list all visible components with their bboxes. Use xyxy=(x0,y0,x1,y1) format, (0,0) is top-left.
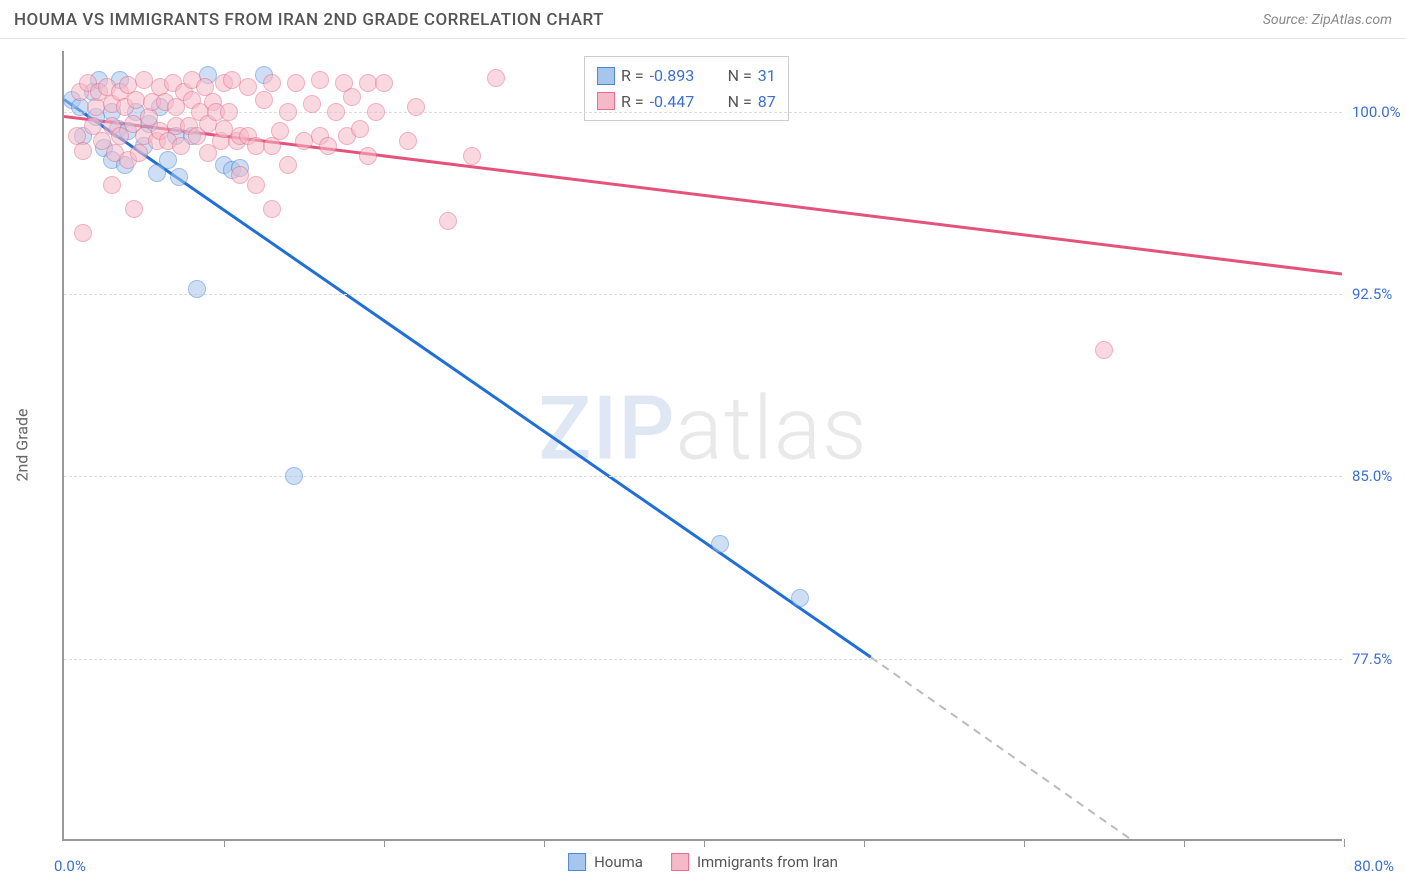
scatter-point xyxy=(711,535,729,553)
bottom-legend-label: Houma xyxy=(594,853,643,871)
bottom-legend: Houma Immigrants from Iran xyxy=(568,853,838,871)
scatter-point xyxy=(463,147,481,165)
scatter-point xyxy=(375,74,393,92)
scatter-point xyxy=(791,589,809,607)
scatter-point xyxy=(279,156,297,174)
x-tick xyxy=(544,839,545,847)
x-tick xyxy=(1344,839,1345,847)
y-tick-label: 92.5% xyxy=(1352,285,1392,303)
x-tick xyxy=(704,839,705,847)
scatter-point xyxy=(1095,341,1113,359)
chart-area: ZIPatlas 2nd Grade 0.0% 80.0% R = -0.893 N… xyxy=(0,39,1406,891)
bottom-legend-item: Houma xyxy=(568,853,643,871)
scatter-point xyxy=(74,142,92,160)
scatter-point xyxy=(271,122,289,140)
gridline-h xyxy=(64,659,1342,660)
scatter-point xyxy=(399,132,417,150)
scatter-point xyxy=(407,98,425,116)
scatter-point xyxy=(303,95,321,113)
scatter-point xyxy=(327,103,345,121)
n-value: 31 xyxy=(758,63,776,89)
gridline-h xyxy=(64,294,1342,295)
r-value: -0.893 xyxy=(650,63,714,89)
scatter-point xyxy=(239,78,257,96)
bottom-legend-label: Immigrants from Iran xyxy=(697,853,838,871)
scatter-point xyxy=(159,151,177,169)
x-tick xyxy=(1024,839,1025,847)
scatter-point xyxy=(263,200,281,218)
scatter-point xyxy=(279,103,297,121)
chart-title: HOUMA VS IMMIGRANTS FROM IRAN 2ND GRADE … xyxy=(14,10,604,30)
legend-swatch xyxy=(597,67,615,85)
scatter-point xyxy=(351,120,369,138)
x-tick xyxy=(864,839,865,847)
x-axis-max-label: 80.0% xyxy=(1354,857,1394,875)
scatter-point xyxy=(311,71,329,89)
bottom-legend-item: Immigrants from Iran xyxy=(671,853,838,871)
scatter-point xyxy=(172,137,190,155)
x-axis-min-label: 0.0% xyxy=(54,857,86,875)
r-label: R = xyxy=(621,63,644,89)
plot-region: ZIPatlas 2nd Grade 0.0% 80.0% R =-0.893N… xyxy=(62,51,1342,841)
legend-swatch xyxy=(671,853,689,871)
n-label: N = xyxy=(728,63,752,89)
gridline-h xyxy=(64,476,1342,477)
gridline-h xyxy=(64,112,1342,113)
stat-legend-row: R = -0.447 N =87 xyxy=(597,89,776,115)
scatter-point xyxy=(247,176,265,194)
watermark: ZIPatlas xyxy=(538,378,867,481)
scatter-point xyxy=(287,74,305,92)
scatter-point xyxy=(319,137,337,155)
trend-svg xyxy=(64,51,1342,839)
scatter-point xyxy=(359,147,377,165)
scatter-point xyxy=(343,88,361,106)
watermark-part1: ZIP xyxy=(538,378,675,481)
scatter-point xyxy=(74,224,92,242)
n-label: N = xyxy=(728,89,752,115)
scatter-point xyxy=(255,91,273,109)
scatter-point xyxy=(285,467,303,485)
scatter-point xyxy=(220,103,238,121)
source-label: Source: ZipAtlas.com xyxy=(1263,12,1392,28)
scatter-point xyxy=(263,74,281,92)
scatter-point xyxy=(170,168,188,186)
x-tick xyxy=(1184,839,1185,847)
y-axis-label: 2nd Grade xyxy=(13,408,32,481)
scatter-point xyxy=(487,69,505,87)
chart-header: HOUMA VS IMMIGRANTS FROM IRAN 2ND GRADE … xyxy=(0,0,1406,39)
scatter-point xyxy=(103,176,121,194)
y-tick-label: 85.0% xyxy=(1352,467,1392,485)
legend-swatch xyxy=(568,853,586,871)
r-value: -0.447 xyxy=(650,89,714,115)
y-tick-label: 100.0% xyxy=(1352,103,1401,121)
scatter-point xyxy=(231,166,249,184)
scatter-point xyxy=(439,212,457,230)
x-tick xyxy=(384,839,385,847)
scatter-point xyxy=(130,144,148,162)
scatter-point xyxy=(367,103,385,121)
r-label: R = xyxy=(621,89,644,115)
scatter-point xyxy=(125,200,143,218)
scatter-point xyxy=(188,280,206,298)
y-tick-label: 77.5% xyxy=(1352,650,1392,668)
stat-legend-row: R = -0.893 N =31 xyxy=(597,63,776,89)
legend-swatch xyxy=(597,92,615,110)
trend-line-extrapolated xyxy=(871,657,1183,839)
x-tick xyxy=(224,839,225,847)
n-value: 87 xyxy=(758,89,776,115)
watermark-part2: atlas xyxy=(676,378,868,481)
